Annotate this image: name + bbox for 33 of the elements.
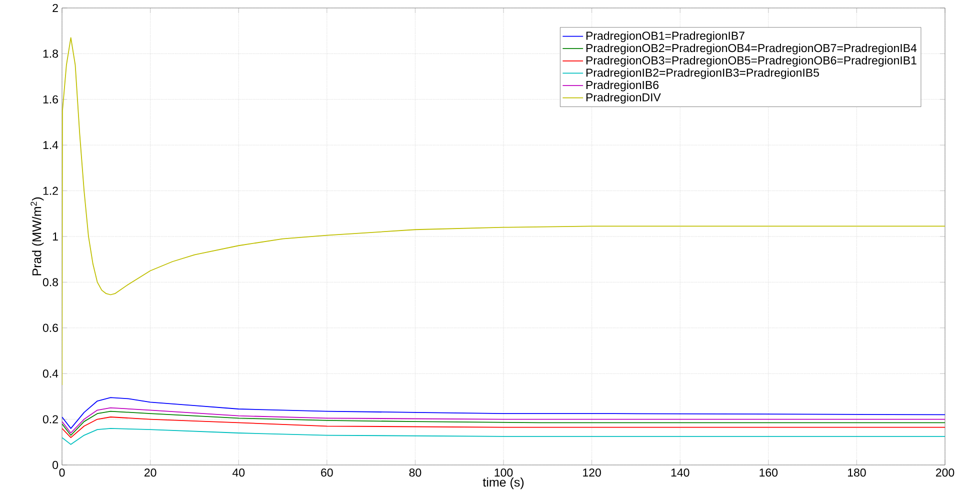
line-series	[62, 428, 946, 445]
x-tick-label: 100	[494, 468, 513, 477]
x-tick-label: 160	[760, 468, 778, 477]
y-tick-label: 0	[52, 460, 58, 470]
y-tick-label: 1.4	[43, 141, 58, 150]
x-tick-label: 200	[936, 468, 954, 477]
x-tick-label: 80	[409, 468, 422, 477]
x-tick-label: 180	[848, 468, 866, 477]
x-tick-label: 140	[671, 468, 690, 477]
y-tick-label: 1	[52, 232, 58, 240]
y-axis-title: Prad (MW/m$^{2}$)	[30, 197, 44, 276]
legend-label: PradregionIB6	[586, 80, 659, 92]
x-axis-title: time (s)	[482, 477, 524, 490]
line-series	[62, 416, 946, 438]
legend-label: PradregionOB1=PradregionIB7	[586, 31, 744, 42]
y-tick-label: 1.2	[43, 186, 58, 195]
y-tick-label: 1.8	[43, 50, 58, 58]
y-tick-label: 2	[52, 4, 58, 12]
x-tick-label: 20	[144, 468, 156, 477]
x-tick-label: 40	[232, 468, 245, 477]
y-tick-label: 0.8	[42, 278, 58, 286]
legend-label: PradregionOB3=PradregionOB5=PradregionOB6=PradregionIB1	[586, 56, 916, 67]
y-tick-label: 0.4	[42, 370, 58, 378]
x-tick-label: 120	[583, 468, 601, 477]
legend-label: PradregionIB2=PradregionIB3=PradregionIB5	[586, 68, 819, 80]
line-series	[62, 397, 946, 429]
y-tick-label: 0.2	[42, 415, 58, 424]
legend-label: PradregionDIV	[586, 92, 661, 104]
x-tick-label: 0	[59, 468, 65, 477]
y-tick-label: 0.6	[42, 324, 58, 332]
y-tick-label: 1.6	[43, 95, 58, 104]
legend-label: PradregionOB2=PradregionOB4=PradregionOB7=PradregionIB4	[586, 44, 917, 54]
x-tick-label: 60	[321, 468, 333, 477]
